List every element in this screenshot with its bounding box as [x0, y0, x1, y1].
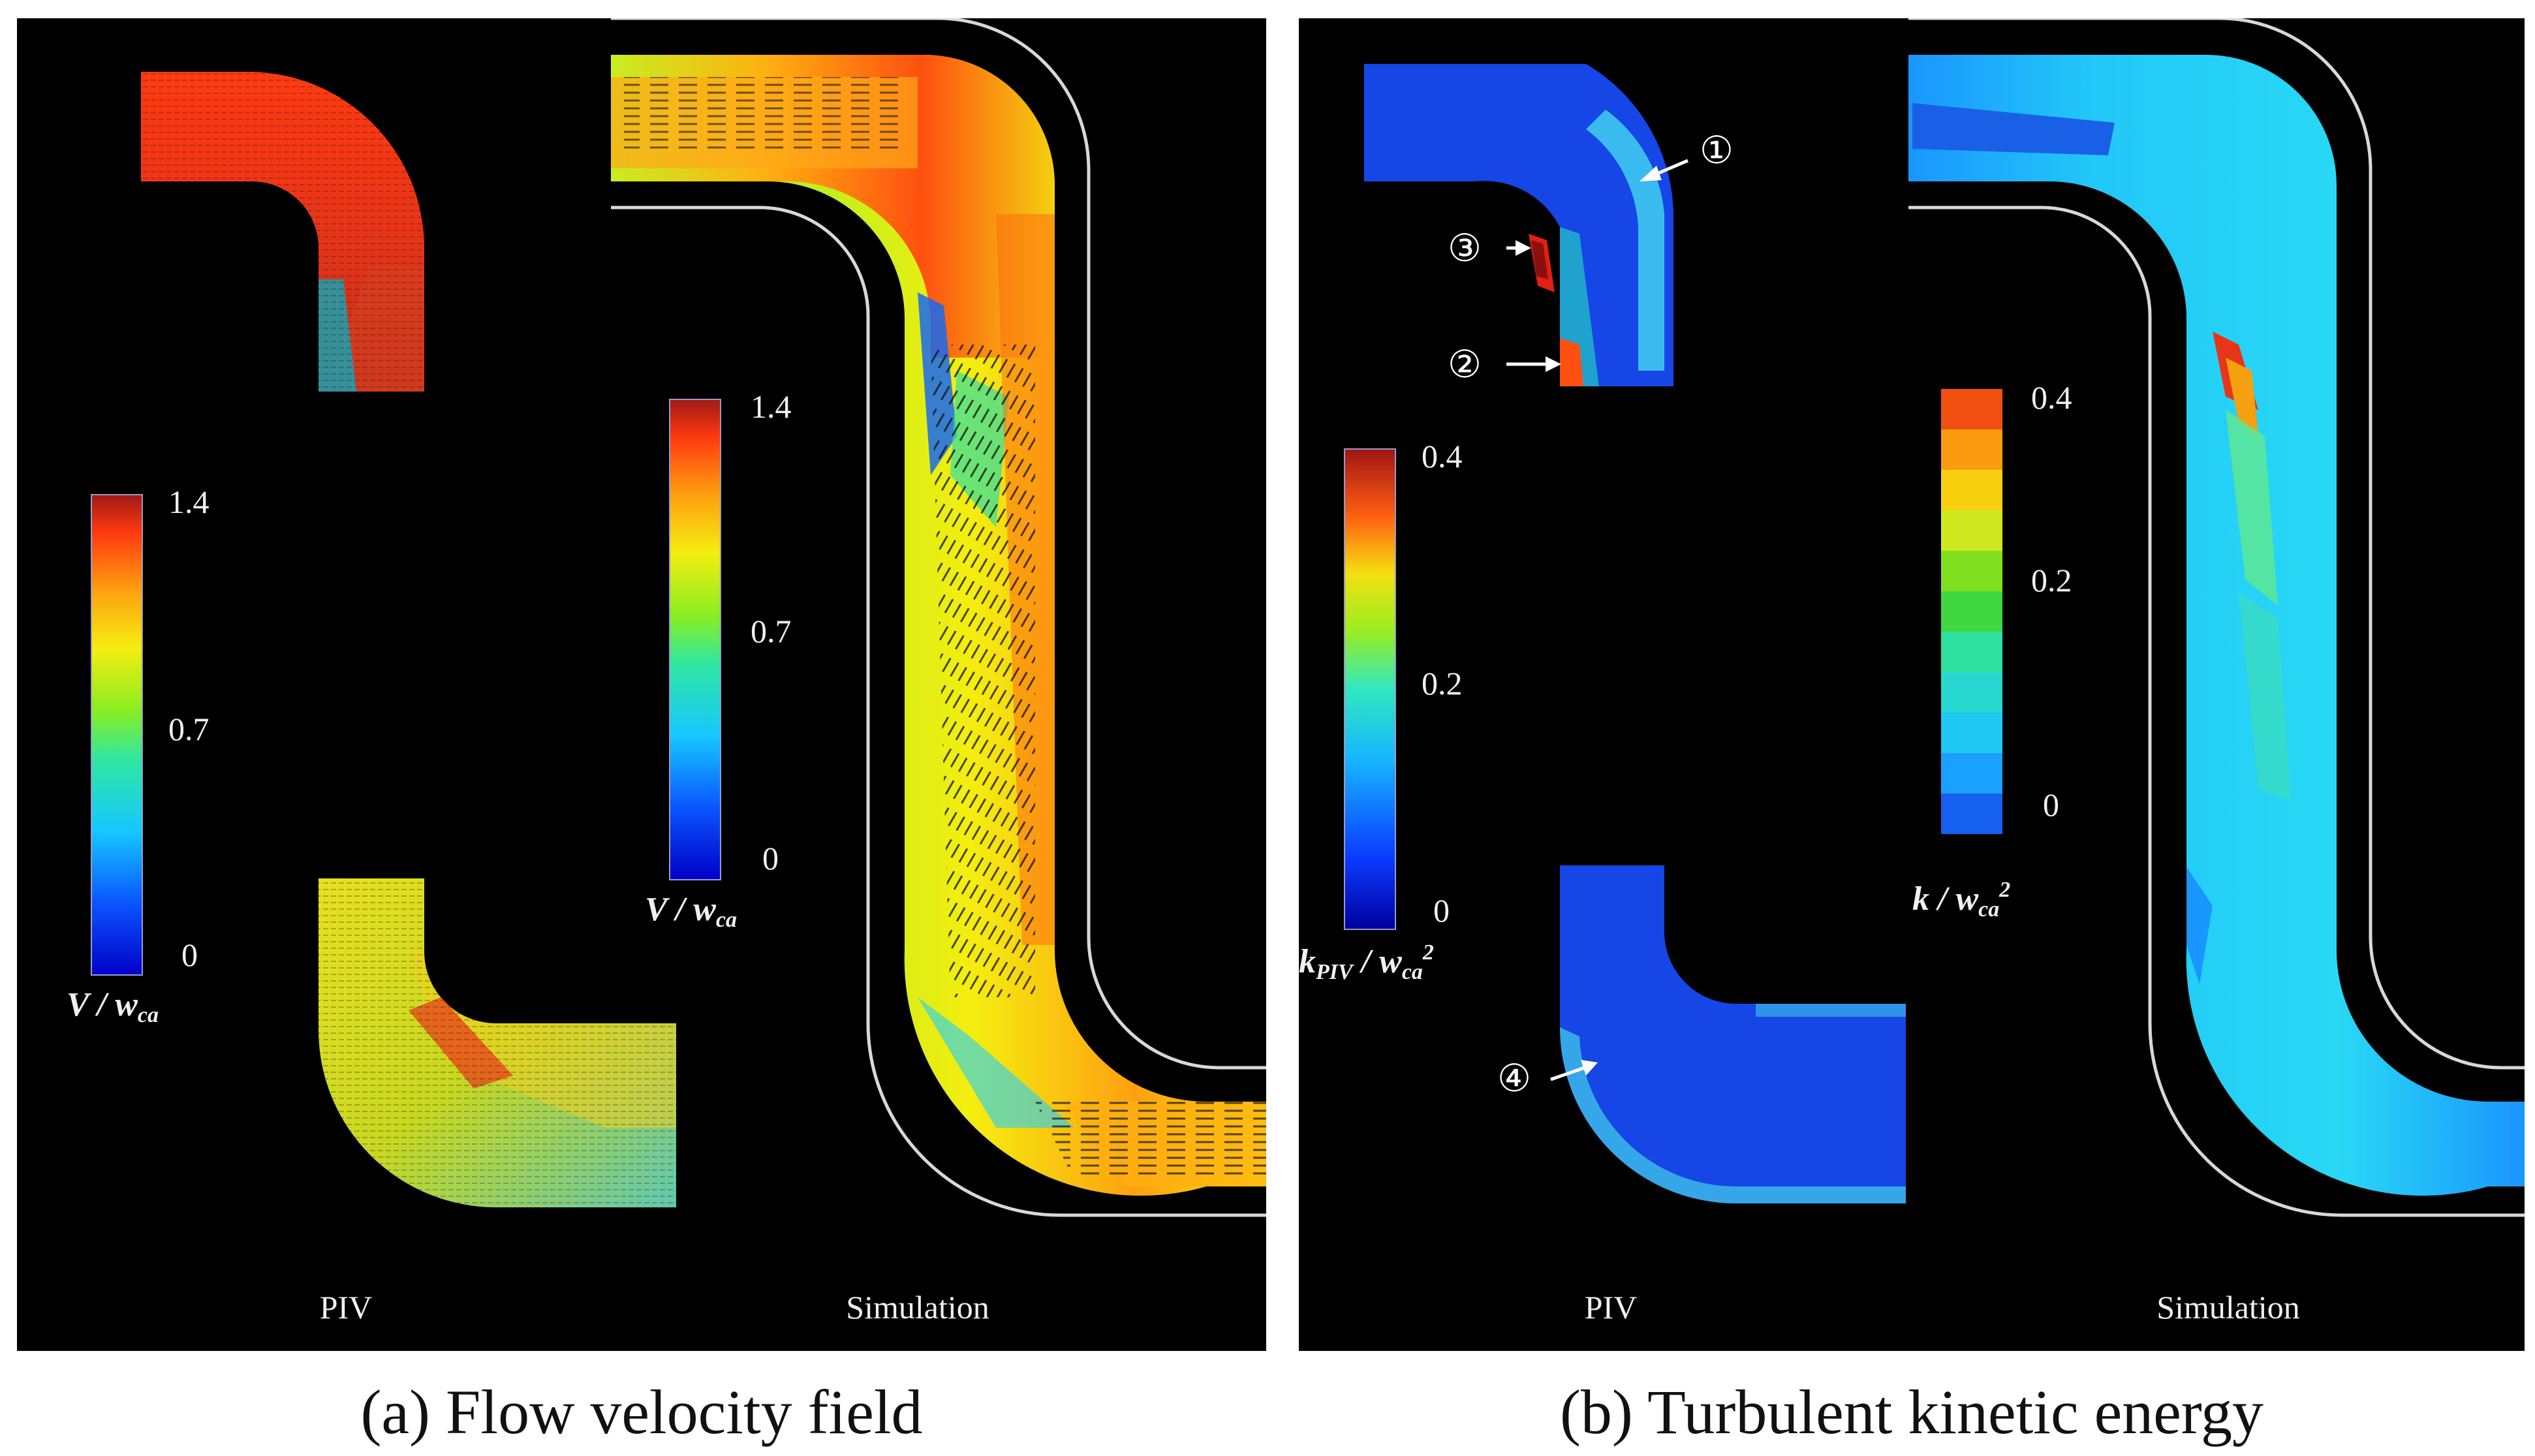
piv-velocity-tick-mid: 0.7 [168, 711, 210, 747]
piv-tke-colorbar-label: kPIV / wca2 [1299, 940, 1434, 984]
piv-velocity-tick-min: 0 [181, 937, 198, 973]
piv-tke-top-bend [1364, 64, 1673, 386]
piv-velocity-colorbar: 1.4 0.7 0 V / wca [67, 484, 210, 1027]
piv-tke-bottom-bend [1560, 865, 1906, 1203]
sim-tke-tick-min: 0 [2043, 786, 2059, 823]
piv-velocity-tick-max: 1.4 [168, 484, 210, 520]
piv-tke-tick-mid: 0.2 [1422, 665, 1463, 702]
sim-velocity-colorbar-gradient [669, 399, 721, 880]
marker-2-label: ② [1448, 343, 1482, 386]
marker-1-label: ① [1700, 129, 1734, 172]
sim-velocity-tick-max: 1.4 [751, 388, 792, 425]
marker-4: ④ [1497, 1057, 1598, 1100]
sim-velocity-tick-min: 0 [762, 840, 779, 876]
piv-tke-tick-min: 0 [1433, 892, 1450, 929]
sim-velocity-colorbar-label: V / wca [645, 891, 737, 932]
piv-velocity-bottom-bend [319, 878, 676, 1207]
tke-panel: 0.4 0.2 0 kPIV / wca2 0.4 0.2 0 k / wca2 [1299, 18, 2525, 1351]
sim-velocity-pipe [611, 55, 1266, 1196]
marker-1: ① [1640, 129, 1734, 181]
caption-flow-velocity: (a) Flow velocity field [360, 1377, 923, 1447]
tke-markers: ① ② ③ ④ [1448, 129, 1734, 1100]
simulation-label-a: Simulation [846, 1289, 989, 1325]
simulation-label-b: Simulation [2156, 1289, 2299, 1325]
sim-tke-colorbar-bands [1941, 389, 2002, 834]
sim-tke-pipe [1908, 55, 2525, 1196]
piv-tke-colorbar: 0.4 0.2 0 kPIV / wca2 [1299, 438, 1463, 984]
sim-tke-colorbar-label: k / wca2 [1912, 878, 2010, 922]
velocity-field-panel: 1.4 0.7 0 V / wca 1.4 0.7 0 V / wca PIV … [17, 18, 1266, 1351]
velocity-field-figure: 1.4 0.7 0 V / wca 1.4 0.7 0 V / wca PIV … [67, 18, 1266, 1325]
sim-tke-tick-max: 0.4 [2031, 379, 2072, 416]
marker-4-label: ④ [1497, 1057, 1531, 1100]
piv-label-a: PIV [320, 1289, 373, 1325]
marker-2: ② [1448, 343, 1561, 386]
tke-figure: 0.4 0.2 0 kPIV / wca2 0.4 0.2 0 k / wca2 [1299, 18, 2525, 1325]
piv-velocity-colorbar-label: V / wca [67, 986, 159, 1027]
piv-tke-tick-max: 0.4 [1422, 438, 1463, 474]
sim-velocity-pipe-walls [611, 18, 1266, 1217]
marker-3-label: ③ [1448, 227, 1482, 270]
piv-tke-colorbar-gradient [1344, 448, 1396, 930]
caption-turbulent-kinetic-energy: (b) Turbulent kinetic energy [1559, 1377, 2264, 1447]
piv-velocity-colorbar-gradient [91, 494, 143, 976]
piv-velocity-top-bend [141, 72, 424, 392]
piv-label-b: PIV [1585, 1289, 1638, 1325]
sim-velocity-colorbar: 1.4 0.7 0 V / wca [645, 388, 792, 932]
sim-tke-pipe-walls [1908, 18, 2525, 1217]
sim-velocity-tick-mid: 0.7 [751, 613, 792, 649]
sim-tke-colorbar: 0.4 0.2 0 k / wca2 [1912, 379, 2072, 922]
sim-tke-tick-mid: 0.2 [2031, 562, 2072, 598]
marker-3: ③ [1448, 227, 1531, 270]
